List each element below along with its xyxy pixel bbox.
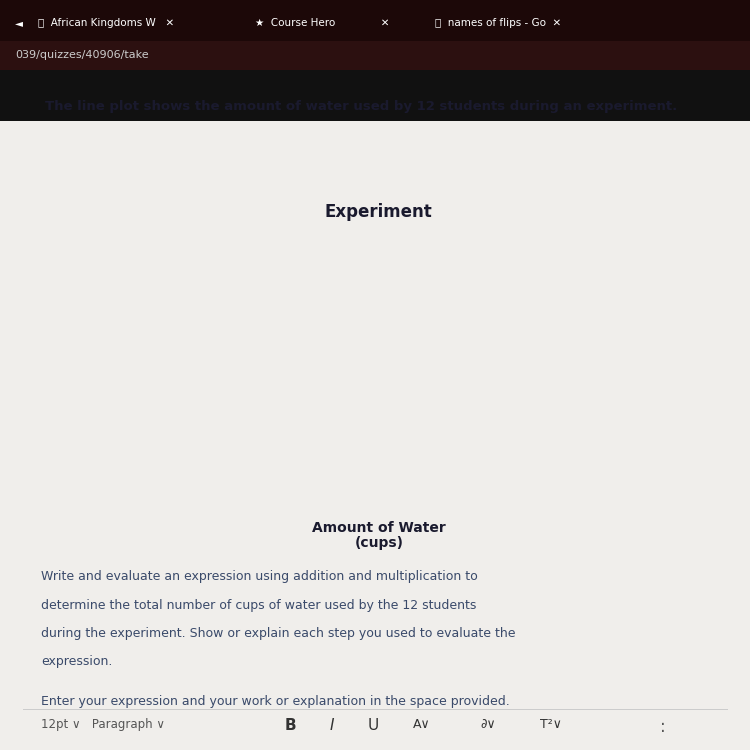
Text: A∨: A∨: [413, 718, 430, 730]
Text: 1: 1: [260, 430, 267, 442]
Text: 4: 4: [260, 442, 267, 455]
Text: Enter your expression and your work or explanation in the space provided.: Enter your expression and your work or e…: [41, 695, 510, 709]
Text: 5: 5: [414, 430, 422, 442]
Text: 0: 0: [156, 446, 164, 459]
Text: T²∨: T²∨: [540, 718, 562, 730]
Text: Ⓢ  African Kingdoms W   ✕: Ⓢ African Kingdoms W ✕: [38, 18, 174, 28]
Text: 4: 4: [466, 442, 473, 455]
Text: Write and evaluate an expression using addition and multiplication to: Write and evaluate an expression using a…: [41, 570, 478, 583]
Text: 039/quizzes/40906/take: 039/quizzes/40906/take: [15, 50, 149, 61]
Text: 8: 8: [414, 442, 422, 455]
Text: U: U: [368, 718, 379, 733]
Text: during the experiment. Show or explain each step you used to evaluate the: during the experiment. Show or explain e…: [41, 627, 516, 640]
Text: ◄: ◄: [15, 18, 23, 28]
Text: 3: 3: [311, 430, 319, 442]
Text: expression.: expression.: [41, 656, 112, 668]
Text: I: I: [330, 718, 334, 733]
Text: 8: 8: [311, 442, 319, 455]
Text: determine the total number of cups of water used by the 12 students: determine the total number of cups of wa…: [41, 598, 477, 611]
Text: 8: 8: [518, 442, 525, 455]
Text: 12pt ∨   Paragraph ∨: 12pt ∨ Paragraph ∨: [41, 718, 165, 730]
Text: ∂∨: ∂∨: [480, 718, 496, 730]
Text: Ⓖ  names of flips - Go  ✕: Ⓖ names of flips - Go ✕: [435, 18, 561, 28]
Text: :: :: [660, 718, 666, 736]
Text: 3: 3: [466, 430, 473, 442]
Text: ★  Course Hero              ✕: ★ Course Hero ✕: [255, 18, 389, 28]
Text: 8: 8: [208, 442, 215, 455]
Text: 1: 1: [362, 430, 370, 442]
Text: 7: 7: [518, 430, 525, 442]
Text: The line plot shows the amount of water used by 12 students during an experiment: The line plot shows the amount of water …: [45, 100, 677, 112]
Text: B: B: [285, 718, 296, 733]
Text: 1: 1: [569, 446, 577, 459]
Text: 2: 2: [362, 442, 370, 455]
Text: Experiment: Experiment: [325, 203, 433, 221]
Text: 1: 1: [208, 430, 215, 442]
Text: Amount of Water: Amount of Water: [312, 521, 446, 536]
Text: (cups): (cups): [354, 536, 404, 550]
